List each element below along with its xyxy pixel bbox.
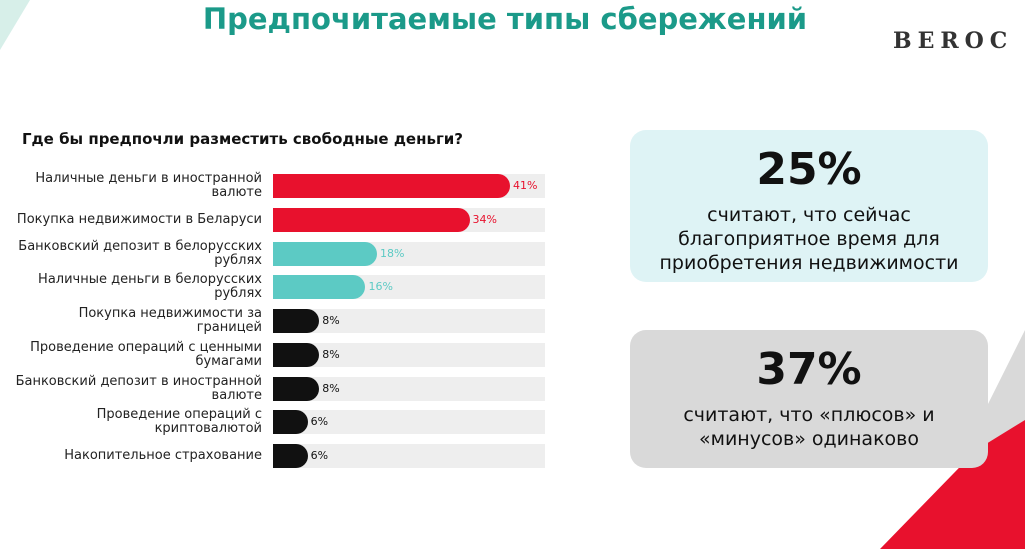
bar	[273, 376, 320, 401]
bar	[273, 275, 366, 300]
category-label: Проведение операций с криптовалютой	[96, 407, 262, 437]
value-label: 18%	[380, 246, 405, 260]
callout-value: 37%	[756, 344, 862, 395]
value-label: 6%	[310, 415, 329, 429]
callout-text: считают, что сейчас благоприятное время …	[659, 204, 959, 274]
category-label: Покупка недвижимости в Беларуси	[16, 211, 262, 227]
category-label: Покупка недвижимости за границей	[78, 306, 262, 335]
bar-track	[273, 410, 545, 435]
chart-title: Где бы предпочли разместить свободные де…	[22, 130, 463, 148]
category-label: Проведение операций с ценными бумагами	[30, 339, 262, 369]
page-title: Предпочитаемые типы сбережений	[202, 2, 808, 36]
value-label: 6%	[310, 449, 329, 462]
callout: 25% считают, что сейчас благоприятное вре…	[630, 130, 988, 282]
category-label: Наличные деньги в белорусских рублях	[38, 272, 262, 302]
callout-text: считают, что «плюсов» и «минусов» одинак…	[683, 404, 935, 450]
category-label: Накопительное страхование	[64, 448, 262, 463]
bar	[273, 342, 320, 367]
callout-value: 25%	[756, 144, 862, 195]
bar	[273, 174, 510, 198]
value-label: 8%	[322, 381, 340, 395]
value-label: 8%	[322, 347, 340, 361]
bar	[273, 207, 470, 232]
bar	[273, 444, 308, 468]
bar	[273, 241, 378, 266]
callout: 37% считают, что «плюсов» и «минусов» оди…	[630, 330, 988, 468]
bar	[273, 410, 308, 435]
category-label: Наличные деньги в иностранной валюте	[35, 171, 262, 200]
value-label: 41%	[512, 179, 538, 192]
logo: BEROC	[893, 28, 1014, 54]
value-label: 16%	[368, 280, 393, 294]
category-label: Банковский депозит в белорусских рублях	[18, 238, 262, 268]
category-label: Банковский депозит в иностранной валюте	[15, 373, 262, 403]
value-label: 8%	[322, 314, 340, 327]
value-label: 34%	[472, 212, 497, 226]
bar-track	[273, 444, 545, 468]
bar	[273, 309, 320, 333]
